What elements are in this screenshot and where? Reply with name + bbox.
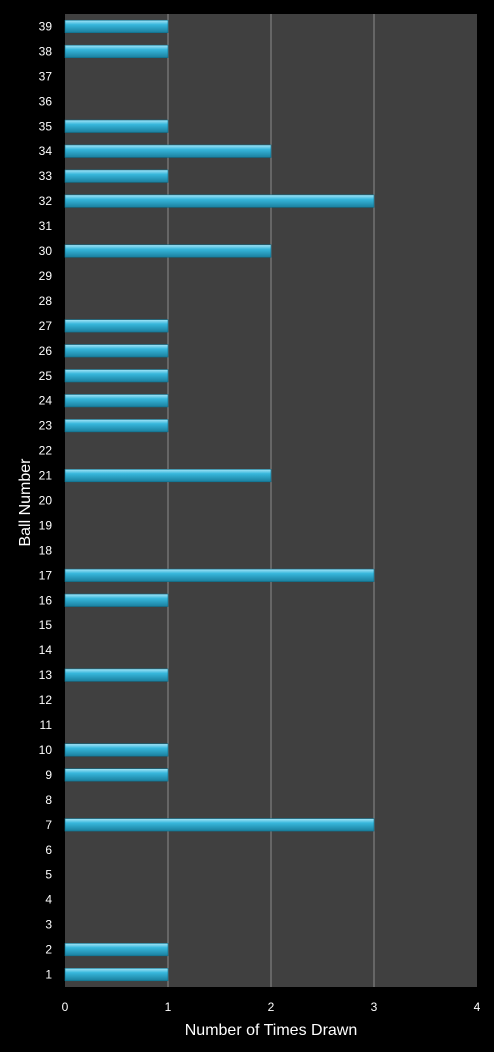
y-tick-label: 3 — [45, 918, 52, 932]
bar-ball-26 — [64, 344, 169, 358]
y-tick-label: 19 — [39, 518, 53, 532]
bar-ball-21 — [64, 469, 272, 483]
y-tick-label: 6 — [45, 843, 52, 857]
bar-ball-25 — [64, 369, 169, 383]
bar-ball-17 — [64, 568, 375, 582]
y-tick-label: 28 — [39, 294, 53, 308]
y-tick-label: 38 — [39, 44, 53, 58]
y-tick-label: 9 — [45, 768, 52, 782]
y-tick-label: 4 — [45, 893, 52, 907]
bar-ball-2 — [64, 943, 169, 957]
bar-ball-10 — [64, 743, 169, 757]
x-tick-label: 2 — [268, 1000, 275, 1014]
y-tick-label: 35 — [39, 119, 53, 133]
y-tick-label: 21 — [39, 469, 53, 483]
y-tick-label: 1 — [45, 968, 52, 982]
y-tick-label: 15 — [39, 618, 53, 632]
y-tick-label: 31 — [39, 219, 53, 233]
bars — [64, 19, 375, 982]
y-tick-label: 20 — [39, 494, 53, 508]
bar-ball-39 — [64, 19, 169, 34]
bar-ball-30 — [64, 244, 272, 258]
y-tick-label: 7 — [45, 818, 52, 832]
y-tick-label: 23 — [39, 419, 53, 433]
bar-ball-1 — [64, 967, 169, 982]
bar-ball-38 — [64, 44, 169, 58]
y-tick-label: 16 — [39, 593, 53, 607]
y-tick-label: 5 — [45, 868, 52, 882]
bar-ball-16 — [64, 593, 169, 607]
y-tick-label: 30 — [39, 244, 53, 258]
y-tick-label: 27 — [39, 319, 53, 333]
y-tick-label: 17 — [39, 568, 53, 582]
bar-ball-13 — [64, 668, 169, 682]
y-axis-title: Ball Number — [17, 458, 34, 547]
y-tick-label: 37 — [39, 69, 53, 83]
bar-ball-33 — [64, 169, 169, 183]
y-tick-label: 11 — [40, 718, 53, 732]
y-tick-label: 2 — [45, 943, 52, 957]
y-tick-label: 14 — [39, 643, 53, 657]
bar-ball-27 — [64, 319, 169, 333]
y-tick-label: 12 — [39, 693, 53, 707]
y-tick-label: 32 — [39, 194, 53, 208]
y-tick-label: 36 — [39, 94, 53, 108]
y-tick-label: 24 — [39, 394, 53, 408]
x-tick-label: 1 — [165, 1000, 172, 1014]
y-tick-label: 33 — [39, 169, 53, 183]
y-tick-label: 10 — [39, 743, 53, 757]
bar-ball-24 — [64, 394, 169, 408]
bar-ball-35 — [64, 119, 169, 133]
x-tick-label: 4 — [474, 1000, 481, 1014]
y-tick-label: 25 — [39, 369, 53, 383]
y-tick-label: 8 — [45, 793, 52, 807]
bar-ball-9 — [64, 768, 169, 782]
y-tick-label: 39 — [39, 19, 53, 33]
x-axis-title: Number of Times Drawn — [185, 1022, 358, 1039]
y-tick-labels: 1234567891011121314151617181920212223242… — [39, 19, 53, 981]
bar-ball-7 — [64, 818, 375, 832]
bar-ball-34 — [64, 144, 272, 158]
y-tick-label: 26 — [39, 344, 53, 358]
bar-ball-23 — [64, 419, 169, 433]
x-tick-labels: 0 1 2 3 4 — [62, 1000, 481, 1014]
y-tick-label: 18 — [39, 543, 53, 557]
y-tick-label: 34 — [39, 144, 53, 158]
bar-ball-32 — [64, 194, 375, 208]
y-tick-label: 13 — [39, 668, 53, 682]
y-tick-label: 29 — [39, 269, 53, 283]
y-tick-label: 22 — [39, 444, 53, 458]
x-tick-label: 0 — [62, 1000, 69, 1014]
x-tick-label: 3 — [371, 1000, 378, 1014]
